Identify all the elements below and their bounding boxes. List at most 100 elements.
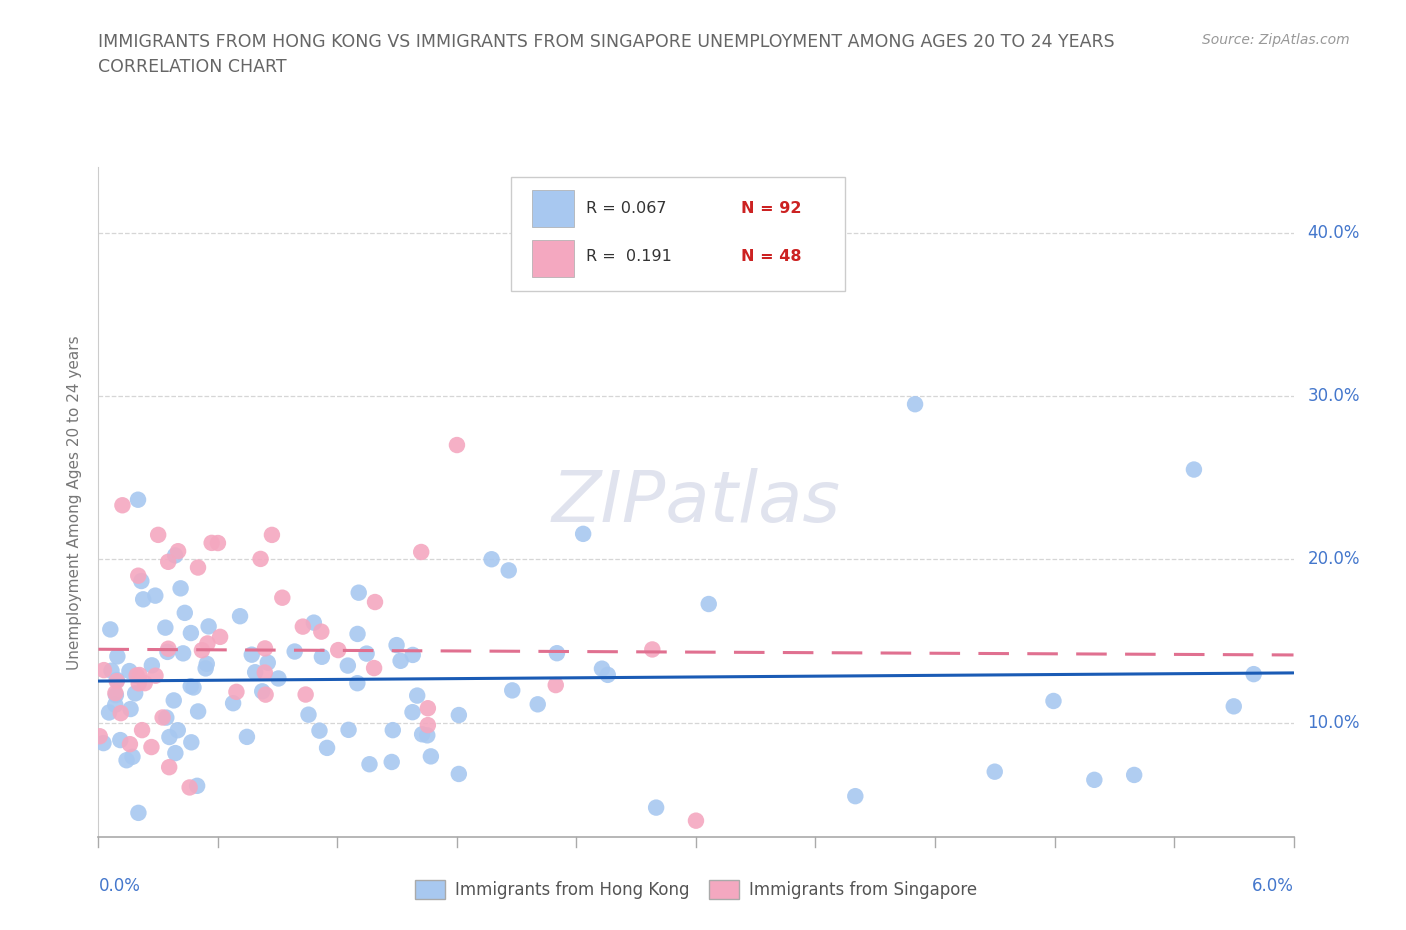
Point — [167, 544, 190, 559]
Point — [131, 574, 153, 589]
Point — [141, 658, 163, 672]
Point — [347, 585, 370, 600]
Point — [1083, 773, 1105, 788]
Point — [1182, 462, 1205, 477]
Point — [207, 536, 229, 551]
Point — [105, 673, 128, 688]
Point — [389, 654, 412, 669]
Point — [284, 644, 307, 659]
Point — [172, 646, 194, 661]
Point — [308, 724, 330, 738]
Point — [359, 757, 381, 772]
Point — [1123, 767, 1146, 782]
Point — [186, 778, 208, 793]
Point — [166, 723, 188, 737]
Y-axis label: Unemployment Among Ages 20 to 24 years: Unemployment Among Ages 20 to 24 years — [67, 335, 83, 670]
Point — [526, 697, 548, 711]
Point — [157, 554, 180, 569]
Point — [127, 492, 149, 507]
Point — [195, 657, 218, 671]
Point — [187, 704, 209, 719]
Point — [983, 764, 1005, 779]
Point — [163, 693, 186, 708]
Point — [118, 664, 141, 679]
Point — [411, 727, 433, 742]
Point — [416, 718, 439, 733]
Point — [267, 671, 290, 686]
Point — [252, 684, 274, 698]
Text: IMMIGRANTS FROM HONG KONG VS IMMIGRANTS FROM SINGAPORE UNEMPLOYMENT AMONG AGES 2: IMMIGRANTS FROM HONG KONG VS IMMIGRANTS … — [98, 33, 1115, 50]
Point — [121, 750, 143, 764]
Text: 40.0%: 40.0% — [1308, 224, 1360, 242]
Point — [328, 643, 350, 658]
Point — [156, 644, 179, 659]
Point — [104, 687, 127, 702]
Point — [1042, 694, 1064, 709]
Point — [596, 668, 619, 683]
Point — [155, 620, 177, 635]
Text: 0.0%: 0.0% — [98, 877, 141, 896]
Point — [243, 665, 266, 680]
Point — [141, 739, 163, 754]
Point — [336, 658, 359, 673]
Point — [364, 594, 387, 609]
Point — [180, 679, 202, 694]
Point — [591, 661, 613, 676]
Point — [401, 705, 423, 720]
Point — [180, 735, 202, 750]
Point — [110, 706, 132, 721]
Point — [240, 647, 263, 662]
Point — [311, 624, 333, 639]
Point — [145, 669, 167, 684]
Point — [183, 680, 205, 695]
Point — [1223, 699, 1246, 714]
Point — [356, 646, 378, 661]
Point — [316, 740, 339, 755]
Point — [249, 551, 271, 566]
Point — [127, 568, 149, 583]
Point — [180, 626, 202, 641]
Point — [105, 649, 128, 664]
Point — [1243, 667, 1265, 682]
Point — [143, 588, 166, 603]
Point — [254, 687, 277, 702]
Point — [111, 498, 134, 512]
Point — [291, 619, 314, 634]
Point — [406, 688, 429, 703]
Point — [104, 698, 127, 712]
Point — [311, 649, 333, 664]
Point — [115, 752, 138, 767]
Point — [93, 736, 115, 751]
Point — [385, 638, 408, 653]
Point — [222, 696, 245, 711]
Point — [363, 660, 385, 675]
Point — [253, 641, 276, 656]
Point — [165, 548, 187, 563]
Point — [118, 737, 141, 751]
Point — [110, 733, 132, 748]
Point — [197, 636, 219, 651]
Point — [381, 754, 404, 769]
Point — [546, 645, 568, 660]
Point — [148, 527, 170, 542]
FancyBboxPatch shape — [510, 178, 845, 291]
Point — [844, 789, 866, 804]
Point — [201, 536, 224, 551]
Bar — [533, 240, 574, 277]
Point — [124, 686, 146, 701]
Point — [134, 676, 156, 691]
Point — [294, 687, 316, 702]
Text: CORRELATION CHART: CORRELATION CHART — [98, 58, 287, 75]
Point — [236, 729, 259, 744]
Point — [447, 708, 470, 723]
Point — [297, 707, 319, 722]
Point — [225, 684, 247, 699]
Point — [416, 701, 439, 716]
Point — [447, 766, 470, 781]
Point — [481, 551, 503, 566]
Point — [191, 643, 214, 658]
Point — [169, 581, 191, 596]
Point — [253, 665, 276, 680]
Point — [260, 527, 283, 542]
Text: 30.0%: 30.0% — [1308, 387, 1360, 405]
